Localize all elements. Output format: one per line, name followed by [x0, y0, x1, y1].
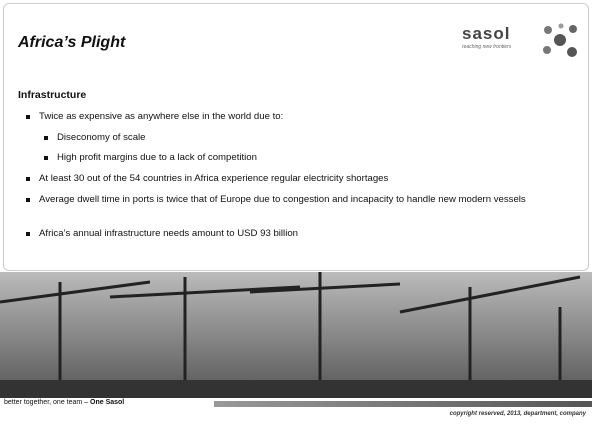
slide: Africa’s Plight sasol reaching new front… — [0, 0, 592, 444]
sub-bullet: Diseconomy of scale — [57, 131, 146, 144]
footer-tagline: better together, one team – One Sasol — [4, 399, 124, 406]
page: Africa’s Plight sasol reaching new front… — [0, 0, 592, 444]
bullet: At least 30 out of the 54 countries in A… — [39, 172, 579, 185]
footer-text: better together, one team – — [4, 399, 88, 406]
crane-photo — [0, 272, 592, 398]
bullet: Africa’s annual infrastructure needs amo… — [39, 227, 298, 240]
copyright: copyright reserved, 2013, department, co… — [450, 411, 586, 417]
bullet: Average dwell time in ports is twice tha… — [39, 193, 559, 206]
section-heading: Infrastructure — [18, 89, 86, 101]
logo: sasol — [462, 24, 510, 44]
sub-bullet: High profit margins due to a lack of com… — [57, 151, 257, 164]
footer-bold: One Sasol — [90, 399, 124, 406]
bullet: Twice as expensive as anywhere else in t… — [39, 110, 283, 123]
title: Africa’s Plight — [18, 34, 125, 52]
logo-icon — [540, 22, 580, 58]
logo-tagline: reaching new frontiers — [462, 44, 511, 50]
footer-bar — [214, 401, 592, 407]
